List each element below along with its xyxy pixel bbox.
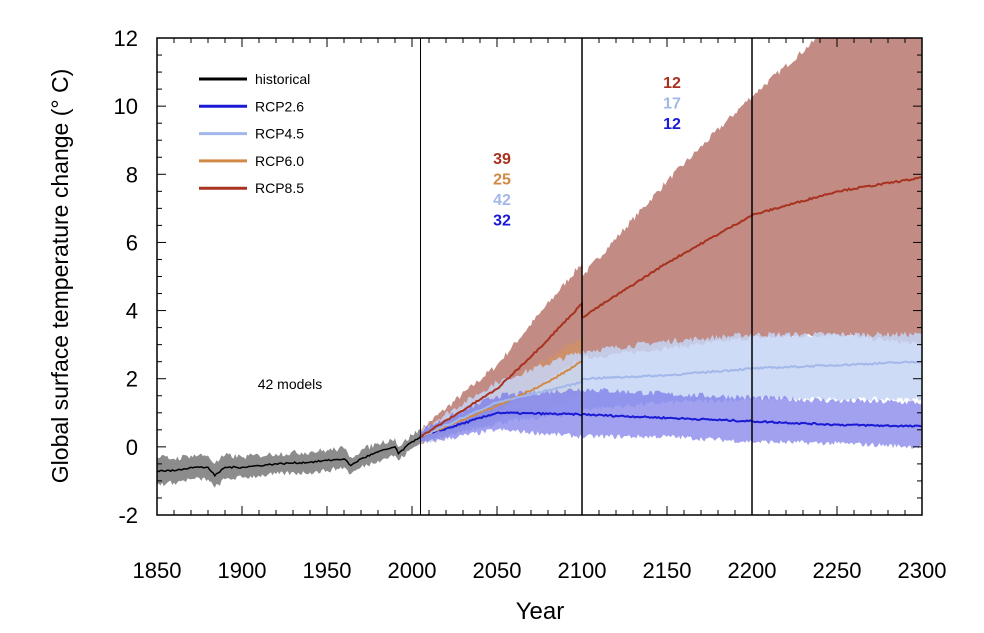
y-tick-label: 0 <box>126 435 138 460</box>
y-tick-label: 2 <box>126 367 138 392</box>
x-tick-label: 2200 <box>728 558 777 583</box>
line-rcp85 <box>420 176 922 438</box>
model-count-rcp26: 12 <box>663 116 681 133</box>
line-rcp26 <box>419 411 922 438</box>
legend-label-rcp45: RCP4.5 <box>255 126 304 142</box>
line-historical <box>157 436 422 478</box>
legend: historical RCP2.6 RCP4.5 RCP6.0 RCP8.5 <box>199 71 310 196</box>
model-count-rcp85: 12 <box>663 75 681 92</box>
model-count-rcp60: 25 <box>493 172 511 189</box>
x-tick-label: 1850 <box>133 558 182 583</box>
model-count-rcp45: 17 <box>663 96 681 113</box>
model-count-rcp85: 39 <box>493 151 511 168</box>
x-tick-label: 2050 <box>473 558 522 583</box>
x-tick-label: 2150 <box>643 558 692 583</box>
model-count-rcp45: 42 <box>493 192 511 209</box>
legend-label-rcp60: RCP6.0 <box>255 153 304 169</box>
models-annotation: 42 models <box>258 376 323 392</box>
legend-label-rcp26: RCP2.6 <box>255 98 304 114</box>
x-tick-label: 2250 <box>813 558 862 583</box>
x-tick-label: 1950 <box>303 558 352 583</box>
band-historical <box>157 429 421 488</box>
x-tick-label: 1900 <box>218 558 267 583</box>
period-dividers <box>420 38 753 515</box>
x-axis-label: Year <box>516 598 565 625</box>
uncertainty-bands <box>157 38 922 488</box>
line-rcp45 <box>420 360 922 438</box>
model-counts: 39 25 42 32 12 17 12 <box>493 75 681 230</box>
y-axis-label: Global surface temperature change (° C) <box>47 69 73 483</box>
x-tick-label: 2100 <box>558 558 607 583</box>
axis-ticks: 1850 1900 1950 2000 2050 2100 2150 2200 2250 2300… <box>114 26 947 583</box>
series-lines <box>157 176 922 478</box>
legend-label-rcp85: RCP8.5 <box>255 180 304 196</box>
model-count-rcp26: 32 <box>493 213 511 230</box>
y-tick-label: 12 <box>114 26 138 51</box>
legend-label-historical: historical <box>255 71 310 87</box>
y-tick-label: -2 <box>118 503 138 528</box>
y-tick-label: 4 <box>126 299 138 324</box>
y-tick-label: 6 <box>126 230 138 255</box>
x-tick-label: 2300 <box>898 558 947 583</box>
x-tick-label: 2000 <box>388 558 437 583</box>
y-tick-label: 8 <box>126 162 138 187</box>
y-tick-label: 10 <box>114 94 138 119</box>
